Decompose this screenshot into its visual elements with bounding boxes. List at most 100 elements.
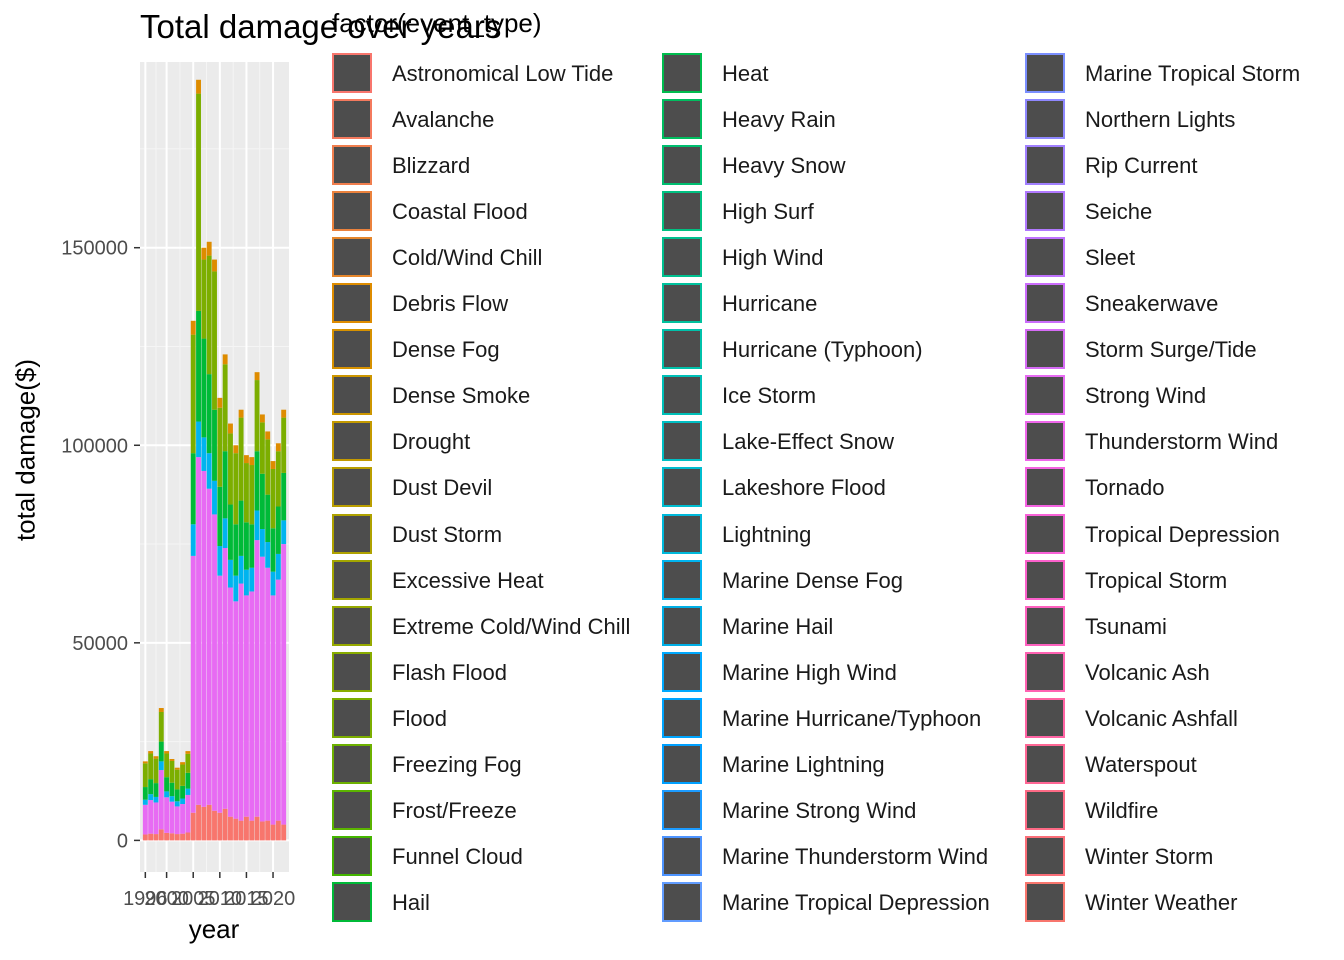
- legend-key-swatch: [1025, 881, 1065, 922]
- bar-segment: [270, 528, 276, 572]
- legend-label: Dense Fog: [392, 337, 500, 363]
- legend-label: Flash Flood: [392, 659, 507, 685]
- legend-label: Avalanche: [392, 107, 495, 133]
- bar-segment: [243, 522, 249, 570]
- bar-segment: [233, 445, 239, 454]
- bar-segment: [201, 437, 207, 471]
- bar-segment: [206, 374, 212, 454]
- legend-key-swatch: [332, 99, 372, 140]
- legend-label: Debris Flow: [392, 291, 509, 317]
- bar-segment: [281, 417, 287, 473]
- bar-segment: [265, 567, 271, 821]
- bar-segment: [196, 93, 201, 311]
- bar-segment: [174, 801, 180, 807]
- legend-key-swatch: [332, 881, 372, 922]
- legend-label: Heavy Snow: [722, 153, 846, 179]
- bar-segment: [275, 506, 281, 554]
- bar-segment: [206, 804, 212, 841]
- bar-segment: [190, 334, 196, 454]
- legend-label: Frost/Freeze: [392, 797, 517, 823]
- bar-segment: [206, 241, 212, 256]
- bar-segment: [190, 320, 196, 335]
- legend-item: Flood: [332, 697, 692, 744]
- x-tick-label: 2000: [144, 888, 189, 910]
- legend-item: Dense Fog: [332, 329, 692, 375]
- x-tick-label: 2005: [171, 888, 216, 910]
- legend-label: Blizzard: [392, 153, 471, 179]
- legend-label: Extreme Cold/Wind Chill: [392, 613, 631, 639]
- legend-key-swatch: [1025, 99, 1065, 140]
- bar-segment: [164, 753, 170, 778]
- bar-segment: [249, 591, 255, 821]
- bar-segment: [206, 255, 212, 375]
- bar-segment: [259, 422, 265, 474]
- bar-segment: [148, 753, 154, 780]
- bar-segment: [270, 571, 276, 596]
- legend-label: Tsunami: [1085, 613, 1167, 639]
- bar-segment: [174, 834, 180, 841]
- legend-item: Blizzard: [332, 145, 692, 191]
- legend-item: Excessive Heat: [332, 559, 692, 606]
- legend-label: Lake-Effect Snow: [722, 429, 895, 455]
- bar-segment: [238, 555, 244, 584]
- legend-label: Marine High Wind: [722, 659, 897, 685]
- bar-segment: [190, 453, 196, 525]
- bar-segment: [243, 463, 249, 523]
- bar-segment: [196, 804, 201, 841]
- legend-key-swatch: [1025, 283, 1065, 324]
- bar-segment: [206, 453, 212, 489]
- legend-item: Seiche: [1025, 191, 1344, 237]
- bar-segment: [222, 548, 228, 809]
- bar-segment: [275, 820, 281, 841]
- legend-label: Volcanic Ash: [1085, 659, 1210, 685]
- legend-label: Lightning: [722, 521, 812, 547]
- legend-label: Marine Tropical Storm: [1085, 61, 1301, 86]
- bar-segment: [196, 310, 201, 422]
- legend-label: Marine Lightning: [722, 751, 885, 777]
- legend-label: Marine Tropical Depression: [722, 889, 990, 915]
- legend-item: Dense Smoke: [332, 375, 692, 421]
- bar-segment: [185, 794, 191, 833]
- legend-key-swatch: [1025, 237, 1065, 278]
- bar-segment: [164, 832, 170, 841]
- bar-segment: [148, 833, 154, 841]
- legend-label: Strong Wind: [1085, 383, 1207, 409]
- bar-segment: [243, 595, 249, 817]
- legend-item: Northern Lights: [1025, 99, 1344, 145]
- legend-label: Ice Storm: [722, 383, 817, 409]
- legend-item: Astronomical Low Tide: [332, 53, 692, 99]
- chart-title: Total damage over years: [140, 8, 502, 45]
- legend-label: Winter Storm: [1085, 843, 1214, 869]
- legend-label: Marine Hurricane/Typhoon: [722, 705, 982, 731]
- x-tick-label: 2020: [251, 888, 296, 910]
- bar-segment: [265, 439, 271, 495]
- bar-segment: [281, 472, 287, 521]
- bar-segment: [238, 820, 244, 841]
- bar-segment: [228, 559, 233, 588]
- legend-label: Marine Thunderstorm Wind: [722, 843, 989, 869]
- bar-segment: [254, 372, 260, 381]
- legend-item: Hurricane (Typhoon): [662, 329, 1022, 375]
- bar-segment: [185, 832, 191, 841]
- bar-segment: [222, 451, 228, 519]
- legend-item: Marine Tropical Storm: [1025, 53, 1344, 99]
- legend-label: Hurricane: [722, 291, 818, 317]
- bar-segment: [201, 247, 207, 260]
- bar-segment: [270, 595, 276, 825]
- bar-segment: [222, 364, 228, 452]
- legend-item: Heavy Rain: [662, 99, 1022, 145]
- legend-label: Tropical Depression: [1085, 521, 1280, 547]
- legend-key-swatch: [662, 99, 702, 140]
- legend-key-swatch: [332, 375, 372, 416]
- bar-segment: [254, 540, 260, 817]
- bar-segment: [201, 470, 207, 807]
- bar-segment: [249, 457, 255, 466]
- bar-segment: [185, 751, 191, 754]
- bar-segment: [196, 457, 201, 805]
- legend-item: Heavy Snow: [662, 145, 1022, 191]
- legend-item: Marine Strong Wind: [662, 789, 1022, 836]
- bar-segment: [158, 711, 164, 742]
- bar-segment: [249, 567, 255, 592]
- bar-segment: [212, 409, 217, 481]
